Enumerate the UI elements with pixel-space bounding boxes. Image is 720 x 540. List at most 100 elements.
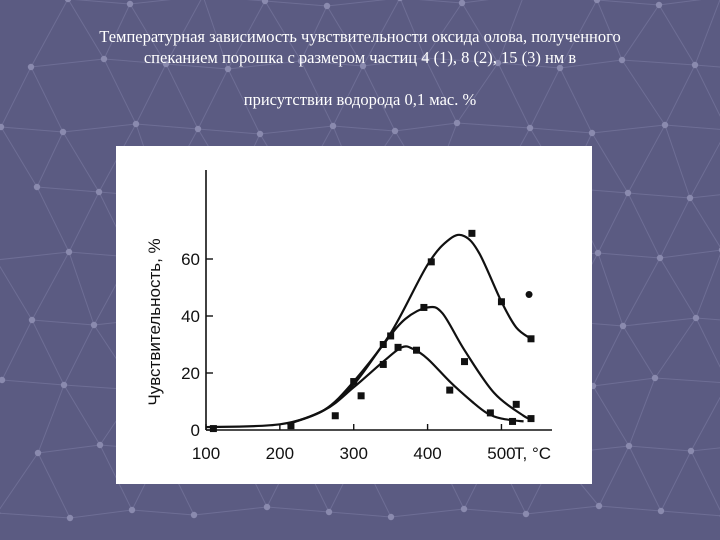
background-line: [621, 59, 666, 126]
x-tick-label: 400: [413, 444, 441, 463]
background-node: [625, 442, 633, 450]
series-2-marker: [461, 358, 469, 366]
background-line: [394, 122, 458, 132]
background-node: [651, 374, 659, 382]
background-line: [332, 125, 396, 132]
series-2-marker: [527, 415, 535, 423]
background-line: [0, 512, 71, 519]
background-line: [264, 0, 328, 7]
background-line: [31, 251, 70, 321]
background-line: [37, 452, 71, 519]
background-line: [695, 317, 720, 368]
background-node: [595, 502, 603, 510]
background-line: [694, 0, 720, 66]
background-node: [359, 62, 367, 70]
background-node: [190, 511, 198, 519]
background-line: [135, 63, 167, 125]
background-line: [598, 445, 630, 507]
series-1-marker: [509, 417, 517, 425]
background-node: [34, 449, 42, 457]
series-1-marker: [394, 343, 402, 351]
background-line: [69, 509, 133, 519]
background-line: [695, 253, 720, 319]
background-node: [656, 254, 664, 262]
background-line: [68, 191, 100, 253]
background-line: [627, 192, 691, 199]
series-2-marker: [512, 400, 520, 408]
background-line: [592, 325, 624, 387]
background-line: [30, 0, 69, 68]
background-node: [460, 505, 468, 513]
background-node: [263, 503, 271, 511]
background-node: [66, 514, 74, 522]
background-line: [68, 251, 95, 326]
background-line: [424, 2, 463, 59]
background-line: [74, 0, 131, 5]
background-line: [328, 511, 392, 518]
background-node: [593, 0, 601, 4]
background-line: [456, 62, 499, 124]
background-node: [657, 507, 665, 515]
background-node: [60, 381, 68, 389]
background-line: [62, 131, 100, 193]
y-tick-label: 40: [181, 307, 200, 326]
background-line: [0, 126, 64, 133]
background-line: [0, 66, 32, 128]
x-tick-label: 500: [487, 444, 515, 463]
background-line: [622, 325, 656, 379]
slide-title-line-1: Температурная зависимость чувствительнос…: [99, 27, 621, 46]
background-line: [37, 384, 65, 454]
background-node: [27, 63, 35, 71]
background-line: [362, 0, 400, 67]
background-line: [592, 385, 630, 447]
background-line: [129, 3, 167, 65]
background-line: [689, 194, 720, 199]
series-3-marker: [387, 332, 395, 340]
background-node: [0, 123, 5, 131]
background-node: [526, 124, 534, 132]
x-axis-title: T, °C: [514, 444, 551, 463]
background-line: [597, 192, 629, 254]
background-line: [664, 124, 691, 199]
background-line: [592, 377, 656, 387]
background-line: [591, 124, 666, 134]
background-line: [621, 4, 660, 61]
background-line: [362, 65, 396, 132]
background-line: [461, 2, 499, 64]
background-node: [90, 321, 98, 329]
background-node: [391, 127, 399, 135]
sensitivity-chart: 0 20 40 60 100 200 300 400 500 Чувствительность,…: [145, 170, 552, 463]
series-1-marker: [209, 425, 217, 433]
chart-labels: Чувствительность, % T, °C •: [145, 238, 551, 463]
background-node: [256, 130, 264, 138]
background-line: [598, 505, 662, 512]
background-line: [660, 510, 720, 517]
chart-panel: 0 20 40 60 100 200 300 400 500 Чувствительность,…: [116, 146, 592, 484]
background-node: [522, 510, 530, 518]
background-line: [591, 132, 629, 194]
background-line: [31, 319, 95, 326]
chart-axes: 0 20 40 60 100 200 300 400 500: [181, 170, 552, 463]
series-1-marker: [331, 412, 339, 420]
background-line: [203, 0, 229, 70]
series-3-marker: [497, 298, 505, 306]
background-line: [689, 141, 720, 199]
background-line: [68, 0, 105, 60]
background-line: [36, 131, 64, 188]
background-node: [624, 189, 632, 197]
background-line: [690, 450, 720, 512]
annotation-dot: •: [524, 279, 533, 309]
background-line: [529, 127, 593, 134]
background-line: [463, 508, 527, 515]
background-line: [628, 445, 662, 512]
background-line: [30, 58, 105, 68]
background-line: [300, 5, 328, 62]
background-line: [62, 123, 137, 133]
background-line: [597, 252, 661, 259]
background-node: [687, 447, 695, 455]
background-line: [690, 447, 720, 452]
background-line: [529, 67, 561, 129]
background-line: [622, 257, 661, 327]
background-line: [621, 59, 696, 66]
background-line: [131, 509, 195, 516]
